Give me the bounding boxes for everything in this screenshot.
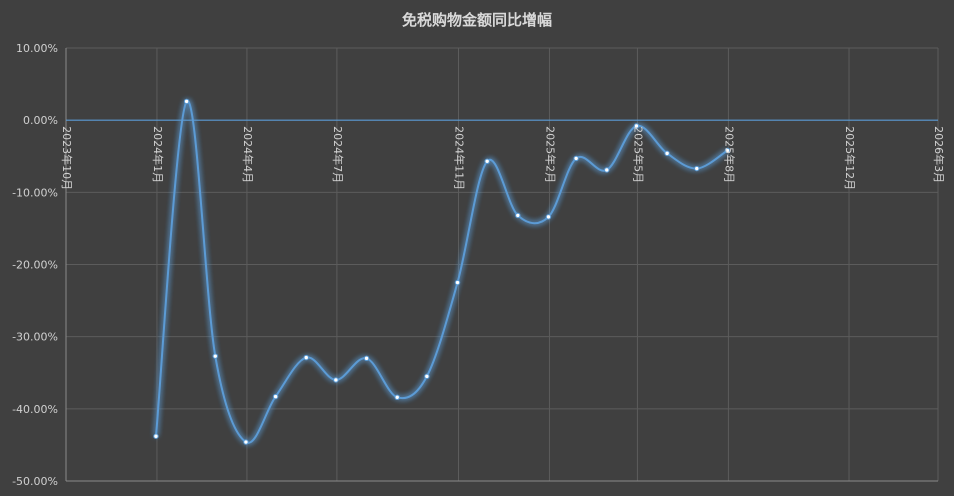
- data-point: [153, 433, 159, 439]
- data-point: [303, 354, 309, 361]
- axes: 10.00% 0.00% -10.00% -20.00% -30.00% -40.00% -…: [12, 42, 938, 488]
- x-tick-label: 2025年2月: [543, 126, 557, 183]
- data-point: [633, 123, 640, 129]
- data-point: [515, 212, 521, 219]
- data-point: [694, 165, 700, 172]
- data-point: [484, 158, 490, 165]
- data-point: [573, 155, 579, 162]
- x-tick-labels: 2023年10月 2024年1月 2024年4月 2024年7月 2024年11月 202…: [60, 126, 946, 190]
- data-point: [183, 98, 190, 105]
- y-tick-label: -40.00%: [12, 403, 58, 416]
- x-tick-label: 2024年4月: [241, 126, 255, 183]
- data-point: [454, 279, 461, 286]
- x-tick-label: 2024年1月: [151, 126, 165, 183]
- x-tick-label: 2024年7月: [331, 126, 345, 183]
- data-point: [363, 355, 370, 362]
- y-tick-label: -20.00%: [12, 259, 58, 272]
- data-point: [724, 147, 731, 154]
- y-tick-label: -30.00%: [12, 331, 58, 344]
- x-tick-label: 2026年3月: [932, 126, 946, 183]
- chart-title: 免税购物金额同比增幅: [401, 11, 552, 29]
- series-layer: [153, 98, 731, 445]
- x-tick-label: 2024年11月: [452, 126, 466, 190]
- data-point: [243, 439, 249, 445]
- data-point: [664, 150, 670, 157]
- y-tick-label: -10.00%: [12, 186, 58, 199]
- x-tick-label: 2025年8月: [722, 126, 736, 183]
- x-tick-label: 2023年10月: [60, 126, 74, 190]
- gridlines: [65, 47, 939, 482]
- y-tick-label: 10.00%: [16, 42, 58, 55]
- data-point: [424, 373, 430, 380]
- data-point: [604, 167, 610, 173]
- data-point: [545, 214, 552, 220]
- series-line: [154, 100, 728, 444]
- y-tick-label: -50.00%: [12, 475, 58, 488]
- data-point: [333, 377, 339, 383]
- data-point: [394, 394, 400, 400]
- data-point: [272, 393, 279, 400]
- x-tick-label: 2025年12月: [843, 126, 857, 190]
- x-tick-label: 2025年5月: [631, 126, 645, 183]
- data-point: [212, 353, 218, 359]
- y-tick-label: 0.00%: [23, 114, 58, 127]
